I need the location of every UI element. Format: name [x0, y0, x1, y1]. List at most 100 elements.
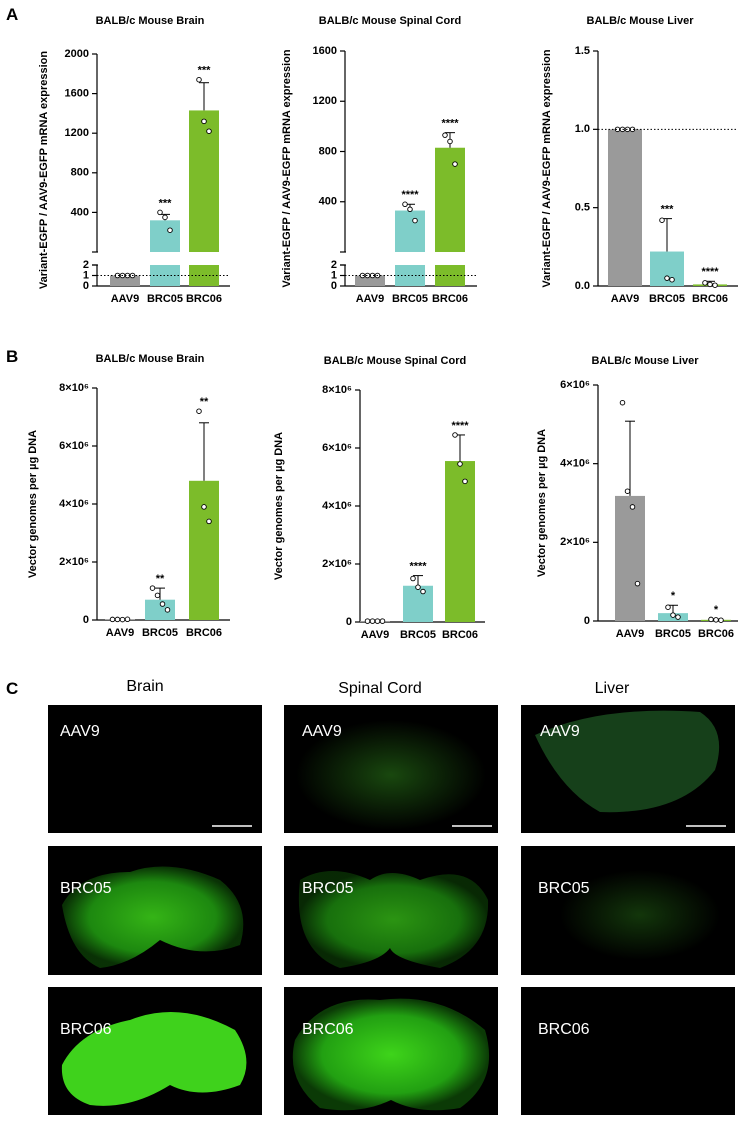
chart-title: BALB/c Mouse Liver	[587, 15, 695, 27]
y-tick-label: 4×10⁶	[322, 500, 352, 512]
y-tick-label: 1200	[313, 95, 337, 107]
chart-title: BALB/c Mouse Brain	[96, 353, 205, 365]
column-title: Liver	[595, 680, 630, 697]
data-point	[670, 612, 676, 618]
y-tick-label: 0	[83, 280, 89, 292]
chart-title: BALB/c Mouse Spinal Cord	[319, 15, 461, 27]
bar	[150, 220, 180, 252]
y-axis-label: Variant-EGFP / AAV9-EGFP mRNA expression	[541, 49, 553, 287]
data-point	[364, 618, 371, 624]
data-point	[402, 201, 408, 208]
y-tick-label: 6×10⁶	[59, 440, 89, 452]
x-tick-label: BRC06	[186, 293, 222, 305]
micrograph	[521, 987, 735, 1115]
panel-label: A	[6, 5, 18, 24]
significance: ****	[451, 420, 469, 432]
y-tick-label: 2	[83, 259, 89, 271]
panel-label: B	[6, 347, 18, 366]
data-point	[124, 616, 131, 623]
y-axis-label: Vector genomes per µg DNA	[536, 429, 548, 577]
data-point	[410, 575, 416, 582]
y-tick-label: 1600	[313, 45, 337, 57]
data-point	[201, 118, 207, 125]
data-point	[149, 585, 156, 591]
data-point	[206, 128, 212, 134]
y-tick-label: 0	[83, 614, 89, 626]
y-axis-label: Vector genomes per µg DNA	[27, 430, 39, 578]
tissue	[61, 1012, 247, 1106]
significance: ***	[198, 65, 212, 77]
y-tick-label: 400	[71, 206, 89, 218]
data-point	[702, 280, 708, 286]
data-point	[452, 161, 458, 167]
bar-chart: BALB/c Mouse Brain Variant-EGFP / AAV9-EG…	[38, 15, 230, 305]
significance: *	[671, 590, 676, 602]
data-point	[196, 408, 202, 414]
x-tick-label: AAV9	[106, 627, 135, 639]
y-tick-label: 2×10⁶	[322, 558, 352, 570]
data-point	[462, 478, 468, 485]
x-tick-label: BRC05	[649, 293, 685, 305]
bar	[403, 585, 433, 622]
y-tick-label: 2000	[65, 48, 89, 60]
y-tick-label: 0.5	[575, 202, 590, 214]
y-tick-label: 800	[71, 167, 89, 179]
chart-title: BALB/c Mouse Brain	[96, 15, 205, 27]
bar	[355, 275, 385, 286]
image-label: AAV9	[540, 723, 580, 740]
y-tick-label: 0.0	[575, 280, 590, 292]
data-point	[119, 616, 126, 623]
x-tick-label: BRC05	[392, 293, 428, 305]
column-title: Spinal Cord	[338, 680, 422, 697]
bar	[189, 110, 219, 253]
significance: **	[156, 573, 165, 585]
bar	[110, 275, 140, 286]
y-tick-label: 0	[331, 280, 337, 292]
y-tick-label: 8×10⁶	[59, 382, 89, 394]
data-point	[420, 588, 426, 595]
bar	[608, 129, 642, 286]
data-point	[206, 518, 212, 525]
y-tick-label: 0	[584, 615, 590, 627]
bar	[145, 599, 175, 620]
bar	[189, 480, 219, 620]
tissue	[535, 710, 720, 813]
data-point	[718, 617, 724, 623]
y-tick-label: 1	[331, 269, 337, 281]
y-tick-label: 2	[331, 259, 337, 271]
y-tick-label: 400	[319, 196, 337, 208]
data-point	[669, 276, 675, 283]
data-point	[707, 281, 713, 288]
data-point	[407, 206, 413, 213]
image-label: BRC05	[538, 880, 590, 897]
image-label: AAV9	[302, 723, 342, 740]
x-tick-label: BRC05	[147, 293, 183, 305]
data-point	[159, 601, 166, 607]
y-tick-label: 800	[319, 145, 337, 157]
bar-chart: BALB/c Mouse Liver Variant-EGFP / AAV9-EG…	[541, 15, 738, 305]
data-point	[154, 592, 161, 599]
y-tick-label: 4×10⁶	[560, 458, 590, 470]
data-point	[452, 432, 458, 438]
chart-title: BALB/c Mouse Liver	[592, 355, 700, 367]
bar	[615, 495, 645, 621]
data-point	[664, 275, 670, 281]
y-axis-label: Variant-EGFP / AAV9-EGFP mRNA expression	[281, 49, 293, 287]
y-tick-label: 0	[346, 616, 352, 628]
panel-c: Brain Spinal Cord Liver AAV9 AAV9 AAV9 B…	[48, 678, 735, 1115]
x-tick-label: BRC05	[142, 627, 178, 639]
data-point	[162, 214, 168, 221]
data-point	[109, 616, 116, 623]
bar	[189, 265, 219, 286]
x-tick-label: AAV9	[616, 628, 645, 640]
data-point	[713, 617, 719, 623]
data-point	[457, 461, 463, 467]
bar-chart: BALB/c Mouse Spinal Cord Vector genomes p…	[273, 355, 485, 641]
data-point	[629, 504, 636, 510]
data-point	[374, 618, 381, 624]
bar	[445, 461, 475, 622]
image-label: BRC06	[538, 1021, 590, 1038]
bar	[395, 265, 425, 286]
panel-label: C	[6, 679, 18, 698]
